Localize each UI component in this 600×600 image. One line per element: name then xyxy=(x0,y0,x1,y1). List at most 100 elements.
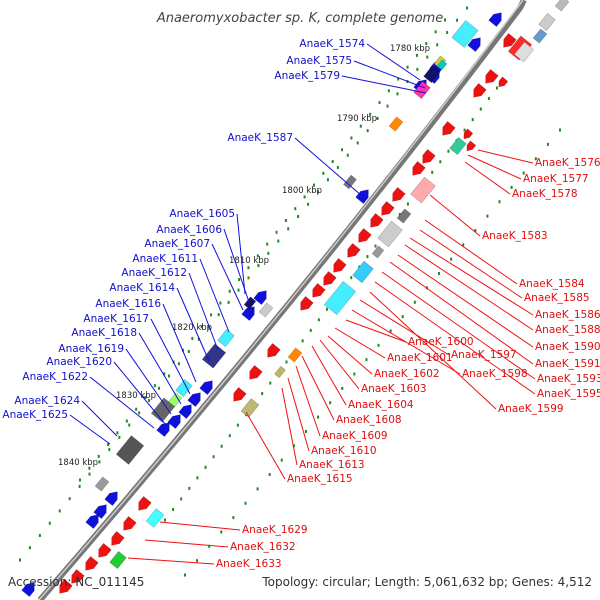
gene-label-1591[interactable]: AnaeK_1591 xyxy=(535,358,600,370)
outer-right-dot xyxy=(244,501,247,505)
inner-left-dot xyxy=(456,18,459,22)
outer-right-dot xyxy=(546,142,549,146)
gene-label-1608[interactable]: AnaeK_1608 xyxy=(336,414,402,426)
gene-orange-block xyxy=(287,347,303,363)
gene-label-1620[interactable]: AnaeK_1620 xyxy=(46,356,112,368)
inner-left-dot xyxy=(297,215,300,219)
gene-label-1609[interactable]: AnaeK_1609 xyxy=(322,430,388,442)
gene-label-1632[interactable]: AnaeK_1632 xyxy=(230,541,296,553)
gene-label-1611[interactable]: AnaeK_1611 xyxy=(132,253,198,265)
gene-cyan-block-c xyxy=(145,508,165,528)
forward-gene-arrow-22 xyxy=(85,556,99,571)
inner-left-dot xyxy=(28,546,31,550)
leader-line-left-14 xyxy=(113,361,166,425)
outer-left-dot xyxy=(238,277,241,281)
gene-label-1622[interactable]: AnaeK_1622 xyxy=(22,371,88,383)
outer-left-dot xyxy=(341,148,344,152)
gene-label-1624[interactable]: AnaeK_1624 xyxy=(14,395,80,407)
leader-line-left-0 xyxy=(366,43,421,81)
gene-label-1601[interactable]: AnaeK_1601 xyxy=(387,352,453,364)
gene-label-1574[interactable]: AnaeK_1574 xyxy=(299,38,365,50)
gene-label-1607[interactable]: AnaeK_1607 xyxy=(144,238,210,250)
gene-label-1576[interactable]: AnaeK_1576 xyxy=(535,157,600,169)
gene-green-block xyxy=(109,551,127,569)
gene-orange-block-b xyxy=(388,116,404,132)
gene-label-1629[interactable]: AnaeK_1629 xyxy=(242,524,308,536)
gene-label-1578[interactable]: AnaeK_1578 xyxy=(512,188,578,200)
inner-left-dot xyxy=(227,300,230,304)
gene-label-1625[interactable]: AnaeK_1625 xyxy=(2,409,68,421)
gene-label-1615[interactable]: AnaeK_1615 xyxy=(287,473,353,485)
outer-left-dot xyxy=(228,289,231,293)
inner-right-dot xyxy=(447,149,450,153)
gene-label-1584[interactable]: AnaeK_1584 xyxy=(519,278,585,290)
gene-label-1602[interactable]: AnaeK_1602 xyxy=(374,368,440,380)
gene-label-1575[interactable]: AnaeK_1575 xyxy=(286,55,352,67)
gene-label-1590[interactable]: AnaeK_1590 xyxy=(535,341,600,353)
gene-label-1583[interactable]: AnaeK_1583 xyxy=(482,230,548,242)
gene-label-1604[interactable]: AnaeK_1604 xyxy=(348,399,414,411)
leader-line-left-4 xyxy=(236,213,246,295)
inner-left-dot xyxy=(326,178,329,182)
forward-gene-arrow-20 xyxy=(111,531,125,546)
gene-label-1579[interactable]: AnaeK_1579 xyxy=(274,70,340,82)
gene-label-1597[interactable]: AnaeK_1597 xyxy=(451,349,517,361)
gene-label-1613[interactable]: AnaeK_1613 xyxy=(299,459,365,471)
inner-left-dot xyxy=(88,472,91,476)
gene-label-1614[interactable]: AnaeK_1614 xyxy=(109,282,175,294)
leader-line-left-1 xyxy=(353,60,426,89)
leader-line-left-9 xyxy=(176,287,210,362)
forward-gene-arrow-0 xyxy=(503,33,517,48)
gene-label-1610[interactable]: AnaeK_1610 xyxy=(311,445,377,457)
forward-gene-arrow-11 xyxy=(333,258,347,273)
outer-left-dot xyxy=(415,53,418,57)
gene-label-1606[interactable]: AnaeK_1606 xyxy=(156,224,222,236)
outer-left-dot xyxy=(350,136,353,140)
outer-left-dot xyxy=(79,478,81,482)
gene-label-1616[interactable]: AnaeK_1616 xyxy=(95,298,161,310)
gene-label-1605[interactable]: AnaeK_1605 xyxy=(169,208,235,220)
forward-gene-arrow-18 xyxy=(138,496,152,511)
gene-label-1595[interactable]: AnaeK_1595 xyxy=(537,388,600,400)
gene-label-1612[interactable]: AnaeK_1612 xyxy=(121,267,187,279)
inner-left-dot xyxy=(277,239,280,243)
forward-gene-arrow-7 xyxy=(381,201,395,216)
leader-line-left-8 xyxy=(188,272,219,351)
inner-right-dot xyxy=(301,339,304,343)
reverse-gene-arrow-6 xyxy=(253,290,267,305)
gene-label-1593[interactable]: AnaeK_1593 xyxy=(537,373,600,385)
reverse-gene-arrow-8 xyxy=(199,380,213,395)
outer-right-dot xyxy=(438,272,441,276)
inner-left-dot xyxy=(346,153,349,157)
leader-line-right-27 xyxy=(127,557,215,565)
outer-right-dot xyxy=(256,487,259,491)
outer-right-dot xyxy=(498,200,501,204)
gene-label-1603[interactable]: AnaeK_1603 xyxy=(361,383,427,395)
gene-label-1600[interactable]: AnaeK_1600 xyxy=(408,336,474,348)
gene-label-1577[interactable]: AnaeK_1577 xyxy=(523,173,589,185)
gene-label-1588[interactable]: AnaeK_1588 xyxy=(535,324,600,336)
forward-gene-small-2 xyxy=(466,140,477,152)
gene-pink-block xyxy=(410,176,436,204)
gene-label-1617[interactable]: AnaeK_1617 xyxy=(83,313,149,325)
inner-left-dot xyxy=(366,129,369,133)
gene-label-1598[interactable]: AnaeK_1598 xyxy=(462,368,528,380)
scale-label-1800: 1800 kbp xyxy=(282,186,322,196)
leader-line-left-11 xyxy=(150,318,191,395)
reverse-gene-arrow-14 xyxy=(93,504,107,519)
outer-left-dot xyxy=(88,466,91,470)
gene-label-1587[interactable]: AnaeK_1587 xyxy=(227,132,293,144)
gene-cyan-block-a xyxy=(352,260,374,284)
gene-grey-block-c xyxy=(554,0,570,12)
gene-label-1586[interactable]: AnaeK_1586 xyxy=(535,309,600,321)
gene-label-1633[interactable]: AnaeK_1633 xyxy=(216,558,282,570)
gene-label-1585[interactable]: AnaeK_1585 xyxy=(524,292,590,304)
inner-left-dot xyxy=(237,288,240,292)
leader-line-right-21 xyxy=(295,365,321,437)
outer-right-dot xyxy=(280,458,283,462)
gene-label-1619[interactable]: AnaeK_1619 xyxy=(58,343,124,355)
gene-label-1599[interactable]: AnaeK_1599 xyxy=(498,403,564,415)
gene-grey-block-e xyxy=(377,220,403,248)
gene-label-1618[interactable]: AnaeK_1618 xyxy=(71,327,137,339)
